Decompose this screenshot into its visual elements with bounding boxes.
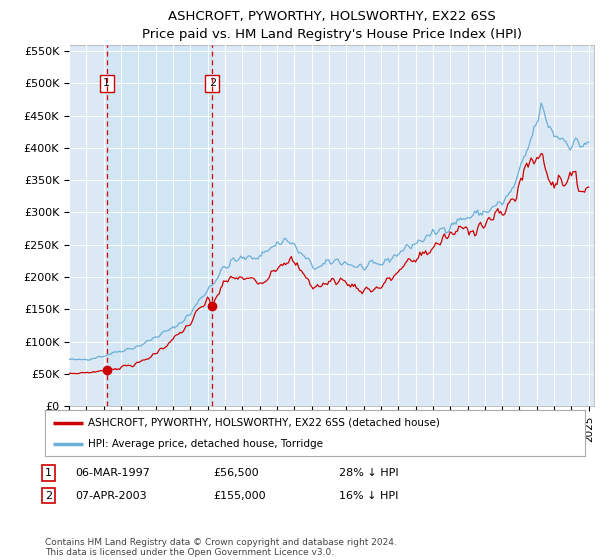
Text: 16% ↓ HPI: 16% ↓ HPI — [339, 491, 398, 501]
Text: 06-MAR-1997: 06-MAR-1997 — [75, 468, 150, 478]
Text: 2: 2 — [45, 491, 52, 501]
Text: ASHCROFT, PYWORTHY, HOLSWORTHY, EX22 6SS (detached house): ASHCROFT, PYWORTHY, HOLSWORTHY, EX22 6SS… — [88, 418, 440, 428]
Text: HPI: Average price, detached house, Torridge: HPI: Average price, detached house, Torr… — [88, 439, 323, 449]
Bar — [107, 45, 212, 406]
Text: 1: 1 — [45, 468, 52, 478]
Text: £56,500: £56,500 — [213, 468, 259, 478]
Text: £155,000: £155,000 — [213, 491, 266, 501]
Text: 1: 1 — [103, 78, 110, 88]
Title: ASHCROFT, PYWORTHY, HOLSWORTHY, EX22 6SS
Price paid vs. HM Land Registry's House: ASHCROFT, PYWORTHY, HOLSWORTHY, EX22 6SS… — [142, 10, 521, 41]
Text: 28% ↓ HPI: 28% ↓ HPI — [339, 468, 398, 478]
Text: 07-APR-2003: 07-APR-2003 — [75, 491, 146, 501]
Text: 2: 2 — [209, 78, 216, 88]
Text: Contains HM Land Registry data © Crown copyright and database right 2024.
This d: Contains HM Land Registry data © Crown c… — [45, 538, 397, 557]
